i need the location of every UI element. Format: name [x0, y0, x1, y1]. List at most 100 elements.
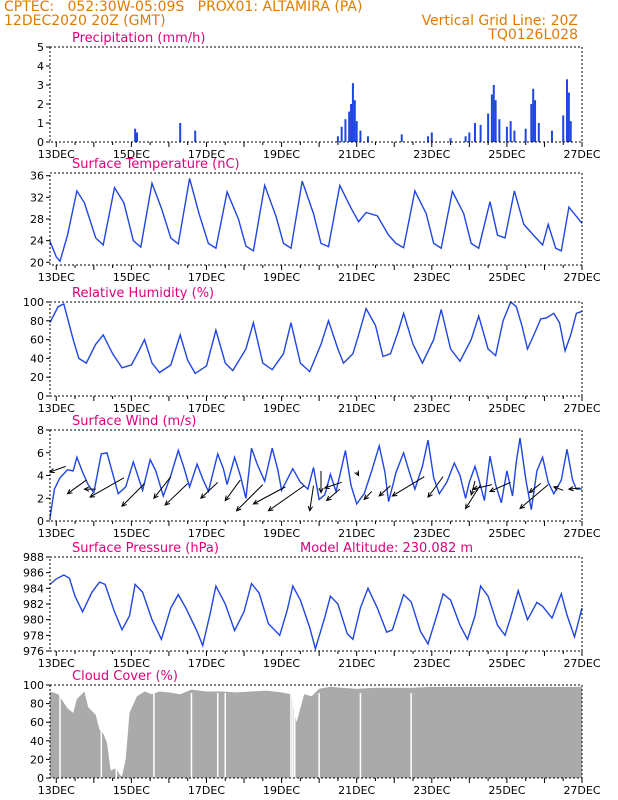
panel-frame [49, 301, 583, 397]
y-tick-label: 0 [37, 136, 44, 149]
y-tick-label: 100 [23, 679, 44, 692]
precip-bar [179, 123, 182, 142]
panel-annotation: Model Altitude: 230.082 m [300, 541, 473, 556]
x-tick-label: 27DEC [563, 148, 600, 161]
y-tick-label: 978 [23, 629, 44, 642]
precip-bar [355, 121, 358, 142]
precip-bar [194, 130, 197, 142]
y-tick-label: 28 [30, 213, 44, 226]
y-tick-label: 3 [37, 79, 44, 92]
x-tick-label: 19DEC [263, 148, 300, 161]
x-tick-label: 21DEC [338, 271, 375, 284]
wind-arrow [363, 491, 373, 500]
precip-bar [449, 138, 452, 142]
x-tick-label: 13DEC [38, 657, 75, 670]
y-tick-label: 2 [37, 98, 44, 111]
y-tick-label: 5 [37, 41, 44, 54]
wind-arrow [553, 486, 564, 491]
x-tick-label: 17DEC [188, 402, 225, 415]
wind-arrow [470, 481, 476, 495]
y-tick-label: 4 [37, 60, 44, 73]
header-grid-note: Vertical Grid Line: 20Z [421, 13, 578, 29]
x-tick-label: 23DEC [413, 527, 450, 540]
precip-bar [134, 128, 137, 142]
y-tick-label: 976 [23, 645, 44, 658]
wind-arrow-head [488, 487, 496, 493]
x-tick-label: 13DEC [38, 527, 75, 540]
wind-arrow [253, 486, 286, 505]
precip-bar [464, 136, 467, 142]
x-tick-label: 15DEC [113, 784, 150, 797]
precip-bar [468, 132, 471, 142]
x-tick-label: 27DEC [563, 271, 600, 284]
x-tick-label: 27DEC [563, 402, 600, 415]
precip-bar [498, 119, 501, 142]
x-tick-label: 21DEC [338, 402, 375, 415]
x-tick-label: 25DEC [488, 271, 525, 284]
precip-bar [550, 130, 553, 142]
panel-frame [49, 684, 583, 779]
wind-arrow [309, 485, 314, 511]
x-tick-label: 13DEC [38, 148, 75, 161]
precip-bar [348, 111, 351, 142]
precip-bar [534, 100, 537, 142]
precip-bar [351, 83, 354, 142]
x-tick-label: 23DEC [413, 784, 450, 797]
x-tick-label: 21DEC [338, 527, 375, 540]
panel-frame [49, 46, 583, 143]
wind-arrow-head [252, 499, 259, 505]
precip-bar [565, 79, 568, 142]
x-tick-label: 15DEC [113, 402, 150, 415]
wind-arrow-head [200, 493, 206, 500]
wind-arrow [427, 476, 444, 498]
y-tick-label: 20 [30, 753, 44, 766]
x-tick-label: 23DEC [413, 402, 450, 415]
y-tick-label: 32 [30, 191, 44, 204]
x-tick-label: 19DEC [263, 527, 300, 540]
wind-arrow-head [471, 485, 479, 491]
x-tick-label: 25DEC [488, 784, 525, 797]
y-tick-label: 40 [30, 735, 44, 748]
header-date: 12DEC2020 20Z (GMT) [4, 13, 166, 29]
x-tick-label: 17DEC [188, 148, 225, 161]
precip-bar [530, 104, 533, 142]
precip-bar [359, 130, 362, 142]
precip-bar [136, 132, 139, 142]
precip-bar [490, 94, 493, 142]
wind-arrow-head [48, 468, 55, 474]
wind-arrow [164, 483, 189, 506]
cloud-area [49, 686, 583, 778]
panel-title: Cloud Cover (%) [72, 669, 178, 684]
series-line [49, 300, 583, 375]
precip-bar [473, 123, 476, 142]
precip-bar [505, 126, 508, 142]
x-tick-label: 21DEC [338, 657, 375, 670]
precip-bar [366, 136, 369, 142]
wind-arrow [326, 488, 341, 501]
wind-arrow [224, 479, 241, 501]
wind-arrow [268, 485, 305, 512]
x-tick-label: 25DEC [488, 657, 525, 670]
wind-arrow [392, 476, 425, 497]
x-tick-label: 13DEC [38, 784, 75, 797]
wind-arrow-head [469, 489, 475, 496]
y-tick-label: 20 [30, 256, 44, 269]
wind-arrow-head [224, 495, 230, 502]
y-tick-label: 40 [30, 352, 44, 365]
x-tick-label: 19DEC [263, 271, 300, 284]
y-tick-label: 100 [23, 296, 44, 309]
wind-arrow [49, 465, 66, 473]
y-tick-label: 1 [37, 117, 44, 130]
wind-arrow-head [354, 470, 360, 477]
x-tick-label: 23DEC [413, 271, 450, 284]
y-tick-label: 986 [23, 567, 44, 580]
x-tick-label: 13DEC [38, 402, 75, 415]
wind-arrow-head [323, 484, 330, 490]
wind-arrow [200, 481, 219, 499]
x-tick-label: 25DEC [488, 148, 525, 161]
wind-arrow [67, 479, 87, 495]
y-tick-label: 980 [23, 614, 44, 627]
wind-arrow-head [66, 489, 73, 495]
wind-arrow-head [378, 491, 385, 497]
